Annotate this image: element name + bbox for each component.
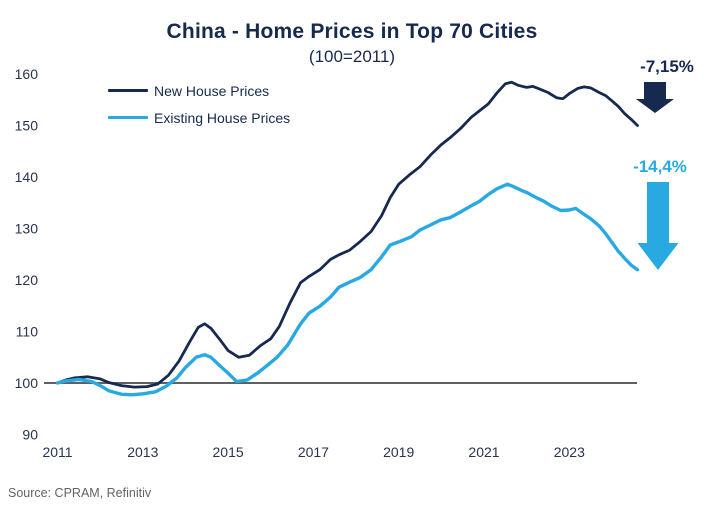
chart-title: China - Home Prices in Top 70 Cities xyxy=(166,20,538,43)
new-house-prices-line xyxy=(56,80,639,389)
source-note: Source: CPRAM, Refinitiv xyxy=(8,486,152,500)
legend: New House Prices Existing House Prices xyxy=(108,77,290,131)
x-axis-tick-label: 2017 xyxy=(298,444,329,460)
annotation-new-drop: -7,15% xyxy=(640,57,694,76)
x-axis-tick-label: 2021 xyxy=(468,444,499,460)
legend-line-swatch-new xyxy=(108,89,148,92)
x-axis-tick-label: 2013 xyxy=(127,444,158,460)
x-axis-tick-label: 2015 xyxy=(213,444,244,460)
chart-subtitle: (100=2011) xyxy=(308,47,396,66)
legend-line-swatch-existing xyxy=(108,116,148,119)
existing-house-prices-line xyxy=(55,182,640,397)
x-axis-tick-label: 2011 xyxy=(42,444,72,460)
legend-item-new-house-prices: New House Prices xyxy=(108,77,290,104)
y-axis-tick-label: 160 xyxy=(15,66,39,82)
axis-ticks: 90 100 110 120 130 140 150 160 2011 2013 2015 2017 2… xyxy=(15,66,585,460)
legend-item-existing-house-prices: Existing House Prices xyxy=(108,104,290,131)
y-axis-tick-label: 130 xyxy=(15,221,39,237)
y-axis-tick-label: 90 xyxy=(22,427,38,443)
x-axis-tick-label: 2019 xyxy=(383,444,414,460)
y-axis-tick-label: 140 xyxy=(15,169,39,185)
new-prices-drop-arrow-icon xyxy=(636,82,674,113)
annotation-existing-drop: -14,4% xyxy=(633,157,687,176)
y-axis-tick-label: 150 xyxy=(15,118,39,134)
y-axis-tick-label: 100 xyxy=(15,375,39,391)
x-axis-tick-label: 2023 xyxy=(554,444,585,460)
existing-prices-drop-arrow-icon xyxy=(637,182,679,270)
y-axis-tick-label: 120 xyxy=(15,272,39,288)
y-axis-tick-label: 110 xyxy=(16,324,39,340)
legend-label-existing: Existing House Prices xyxy=(154,109,291,126)
legend-label-new: New House Prices xyxy=(154,82,270,99)
